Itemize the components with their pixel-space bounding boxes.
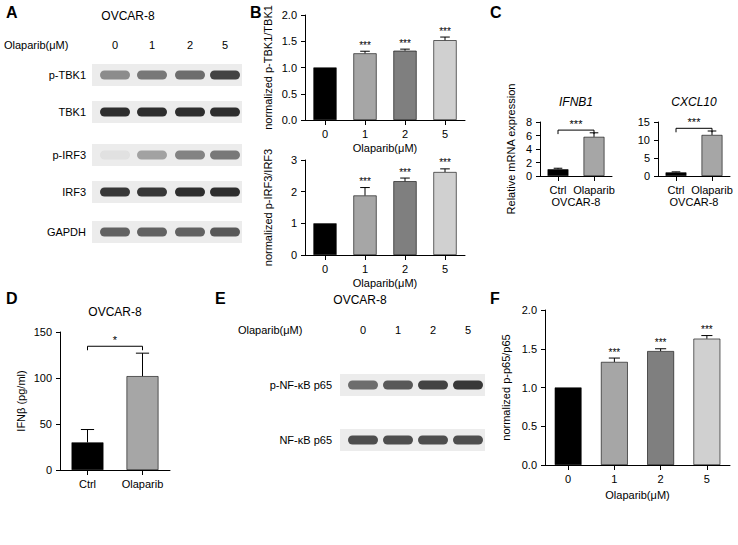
svg-text:0: 0 [526, 170, 532, 182]
svg-text:150: 150 [34, 326, 52, 338]
svg-text:F: F [490, 290, 500, 307]
svg-text:Olaparib(μM): Olaparib(μM) [353, 277, 417, 289]
svg-text:8: 8 [526, 116, 532, 128]
svg-text:Olaparib: Olaparib [691, 184, 733, 196]
svg-text:Olaparib(μM): Olaparib(μM) [238, 324, 302, 336]
svg-text:p-IRF3: p-IRF3 [52, 149, 86, 161]
svg-text:0: 0 [322, 128, 328, 140]
svg-text:normalized p-TBK1/TBK1: normalized p-TBK1/TBK1 [262, 5, 274, 130]
svg-text:2: 2 [430, 324, 436, 336]
svg-text:5: 5 [442, 128, 448, 140]
svg-text:normalized p-IRF3/IRF3: normalized p-IRF3/IRF3 [262, 149, 274, 266]
svg-text:Ctrl: Ctrl [667, 184, 684, 196]
svg-text:***: *** [399, 38, 411, 49]
svg-text:0: 0 [565, 473, 571, 485]
svg-text:3: 3 [291, 154, 297, 166]
svg-text:Olaparib: Olaparib [122, 478, 164, 490]
svg-text:1.0: 1.0 [522, 382, 537, 394]
svg-text:1: 1 [291, 217, 297, 229]
svg-text:Olaparib(μM): Olaparib(μM) [4, 39, 68, 51]
svg-text:C: C [490, 4, 502, 21]
svg-text:B: B [250, 4, 262, 21]
svg-text:IFNB1: IFNB1 [559, 95, 593, 109]
svg-text:1: 1 [395, 324, 401, 336]
svg-text:0: 0 [360, 324, 366, 336]
svg-text:100: 100 [34, 372, 52, 384]
svg-text:5: 5 [704, 473, 710, 485]
svg-text:1: 1 [611, 473, 617, 485]
svg-text:1.0: 1.0 [282, 62, 297, 74]
svg-text:***: *** [701, 324, 713, 335]
svg-text:p-TBK1: p-TBK1 [49, 69, 86, 81]
svg-text:***: *** [439, 157, 451, 168]
svg-text:1: 1 [362, 128, 368, 140]
svg-text:2: 2 [526, 157, 532, 169]
svg-text:OVCAR-8: OVCAR-8 [101, 9, 155, 23]
svg-text:normalized p-p65/p65: normalized p-p65/p65 [500, 334, 512, 440]
svg-text:E: E [215, 290, 226, 307]
svg-text:1.5: 1.5 [522, 343, 537, 355]
svg-text:0.5: 0.5 [282, 88, 297, 100]
svg-text:A: A [6, 4, 18, 21]
svg-text:***: *** [609, 347, 621, 358]
svg-text:2: 2 [402, 128, 408, 140]
svg-text:***: *** [655, 337, 667, 348]
svg-text:NF-κB p65: NF-κB p65 [279, 434, 332, 446]
svg-text:2.0: 2.0 [522, 304, 537, 316]
svg-text:OVCAR-8: OVCAR-8 [552, 196, 601, 208]
svg-text:IFNβ (pg/ml): IFNβ (pg/ml) [15, 370, 27, 431]
svg-text:***: *** [399, 167, 411, 178]
svg-text:***: *** [359, 40, 371, 51]
svg-text:0: 0 [112, 39, 118, 51]
svg-text:Olaparib(μM): Olaparib(μM) [353, 142, 417, 154]
svg-text:OVCAR-8: OVCAR-8 [333, 293, 387, 307]
svg-text:2: 2 [402, 263, 408, 275]
svg-text:TBK1: TBK1 [58, 106, 86, 118]
svg-text:0: 0 [291, 249, 297, 261]
svg-text:0: 0 [46, 464, 52, 476]
svg-text:***: *** [570, 118, 584, 130]
svg-text:0.5: 0.5 [522, 420, 537, 432]
svg-text:Relative mRNA expression: Relative mRNA expression [505, 84, 517, 215]
svg-text:10: 10 [638, 134, 650, 146]
svg-text:Ctrl: Ctrl [79, 478, 96, 490]
svg-text:0: 0 [322, 263, 328, 275]
svg-text:p-NF-κB p65: p-NF-κB p65 [270, 379, 332, 391]
svg-text:5: 5 [222, 39, 228, 51]
svg-text:0.0: 0.0 [282, 114, 297, 126]
svg-text:5: 5 [465, 324, 471, 336]
svg-text:IRF3: IRF3 [62, 186, 86, 198]
svg-text:Olaparib(μM): Olaparib(μM) [605, 489, 669, 501]
svg-text:OVCAR-8: OVCAR-8 [670, 196, 719, 208]
svg-text:1: 1 [362, 263, 368, 275]
svg-text:OVCAR-8: OVCAR-8 [88, 305, 142, 319]
svg-text:1: 1 [149, 39, 155, 51]
svg-text:2: 2 [291, 186, 297, 198]
svg-text:0: 0 [644, 170, 650, 182]
svg-text:50: 50 [40, 418, 52, 430]
svg-text:1.5: 1.5 [282, 35, 297, 47]
svg-text:0.0: 0.0 [522, 459, 537, 471]
svg-text:Ctrl: Ctrl [549, 184, 566, 196]
svg-text:6: 6 [526, 130, 532, 142]
svg-text:2: 2 [658, 473, 664, 485]
svg-text:D: D [6, 290, 18, 307]
svg-text:15: 15 [638, 116, 650, 128]
svg-text:4: 4 [526, 143, 532, 155]
svg-text:***: *** [359, 176, 371, 187]
svg-text:5: 5 [442, 263, 448, 275]
svg-text:2: 2 [187, 39, 193, 51]
svg-text:5: 5 [644, 152, 650, 164]
svg-text:*: * [113, 334, 118, 346]
svg-text:***: *** [439, 26, 451, 37]
svg-text:Olaparib: Olaparib [573, 184, 615, 196]
svg-text:GAPDH: GAPDH [47, 226, 86, 238]
svg-text:***: *** [688, 116, 702, 128]
svg-text:2.0: 2.0 [282, 9, 297, 21]
svg-text:CXCL10: CXCL10 [671, 95, 717, 109]
